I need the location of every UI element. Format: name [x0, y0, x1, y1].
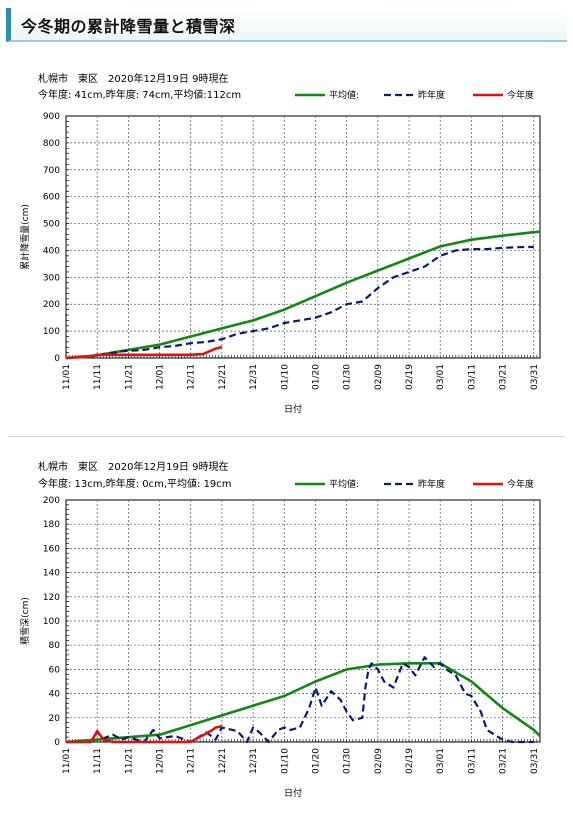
y-tick-label: 200: [43, 300, 60, 310]
y-tick-label: 160: [43, 544, 60, 554]
y-axis-label: 累計降雪量(cm): [19, 204, 31, 270]
page-header: 今冬期の累計降雪量と積雪深: [6, 8, 567, 42]
x-tick-label: 11/21: [124, 364, 134, 390]
y-axis-label: 積雪深(cm): [19, 597, 31, 645]
y-tick-label: 100: [43, 617, 60, 627]
cumulative-snowfall-chart-svg: 札幌市 東区 2020年12月19日 9時現在 今年度: 41cm,昨年度: 7…: [19, 72, 541, 415]
y-tick-label: 100: [43, 327, 60, 337]
y-tick-label: 60: [49, 665, 61, 675]
x-tick-label: 03/21: [499, 364, 509, 390]
series-line-last: [65, 245, 534, 360]
x-tick-label: 12/11: [187, 748, 197, 774]
chart-header-line1: 札幌市 東区 2020年12月19日 9時現在: [38, 72, 228, 85]
x-tick-label: 02/09: [374, 364, 384, 390]
y-tick-label: 180: [43, 520, 60, 530]
x-tick-label: 12/01: [156, 748, 166, 774]
series-line-avg: [65, 230, 541, 360]
x-tick-label: 12/31: [249, 748, 259, 774]
x-tick-label: 11/21: [124, 748, 134, 774]
y-tick-label: 400: [43, 246, 60, 256]
x-tick-label: 03/31: [530, 748, 540, 774]
y-tick-label: 700: [43, 166, 60, 176]
y-tick-label: 800: [43, 139, 60, 149]
x-tick-label: 03/21: [499, 748, 509, 774]
x-tick-label: 12/01: [156, 364, 166, 390]
x-tick-label: 12/21: [218, 748, 228, 774]
x-tick-label: 02/09: [374, 748, 384, 774]
y-tick-label: 140: [43, 569, 60, 579]
series-line-avg: [65, 662, 541, 744]
x-tick-label: 01/10: [280, 364, 290, 390]
legend-label-avg: 平均値:: [329, 89, 359, 101]
x-tick-label: 01/30: [343, 748, 353, 774]
y-tick-label: 200: [43, 496, 60, 506]
x-tick-label: 11/01: [62, 364, 72, 390]
y-tick-label: 20: [49, 714, 61, 724]
y-tick-label: 40: [49, 690, 61, 700]
page-title: 今冬期の累計降雪量と積雪深: [21, 17, 236, 36]
series-line-last: [66, 656, 534, 744]
legend-label-this: 今年度: [507, 478, 534, 490]
y-tick-label: 500: [43, 220, 60, 230]
y-tick-label: 0: [54, 738, 60, 748]
y-tick-label: 900: [43, 112, 60, 122]
chart-header-line2: 今年度: 13cm,昨年度: 0cm,平均値: 19cm: [38, 477, 232, 490]
x-tick-label: 11/11: [93, 748, 103, 774]
x-tick-label: 01/30: [343, 364, 353, 390]
legend-label-last: 昨年度: [418, 89, 445, 101]
chart-header-line1: 札幌市 東区 2020年12月19日 9時現在: [38, 460, 228, 473]
series-line-this: [66, 725, 223, 744]
x-tick-label: 12/31: [249, 364, 259, 390]
x-tick-label: 01/20: [311, 364, 321, 390]
x-tick-label: 02/19: [405, 748, 415, 774]
snow-depth-chart: 札幌市 東区 2020年12月19日 9時現在 今年度: 13cm,昨年度: 0…: [0, 446, 573, 806]
legend-label-this: 今年度: [507, 89, 534, 101]
x-tick-label: 11/01: [62, 748, 72, 774]
y-tick-label: 300: [43, 273, 60, 283]
x-tick-label: 03/31: [530, 364, 540, 390]
x-tick-label: 12/11: [187, 364, 197, 390]
legend-label-last: 昨年度: [418, 478, 445, 490]
y-tick-label: 120: [43, 593, 60, 603]
series-line-this: [65, 345, 223, 360]
snow-depth-chart-svg: 札幌市 東区 2020年12月19日 9時現在 今年度: 13cm,昨年度: 0…: [19, 460, 541, 799]
y-tick-label: 600: [43, 193, 60, 203]
y-tick-label: 0: [54, 354, 60, 364]
x-tick-label: 03/01: [436, 364, 446, 390]
section-divider: [8, 436, 565, 437]
cumulative-snowfall-chart: 札幌市 東区 2020年12月19日 9時現在 今年度: 41cm,昨年度: 7…: [0, 62, 573, 422]
x-tick-label: 11/11: [93, 364, 103, 390]
x-tick-label: 02/19: [405, 364, 415, 390]
x-tick-label: 03/11: [467, 748, 477, 774]
x-axis-label: 日付: [284, 788, 302, 799]
x-tick-label: 01/20: [311, 748, 321, 774]
legend-label-avg: 平均値:: [329, 478, 359, 490]
chart-header-line2: 今年度: 41cm,昨年度: 74cm,平均値:112cm: [38, 88, 241, 101]
x-tick-label: 03/01: [436, 748, 446, 774]
plot-area: [65, 115, 541, 359]
x-tick-label: 01/10: [280, 748, 290, 774]
x-axis-label: 日付: [284, 404, 302, 415]
x-tick-label: 12/21: [218, 364, 228, 390]
y-tick-label: 80: [49, 641, 61, 651]
x-tick-label: 03/11: [467, 364, 477, 390]
